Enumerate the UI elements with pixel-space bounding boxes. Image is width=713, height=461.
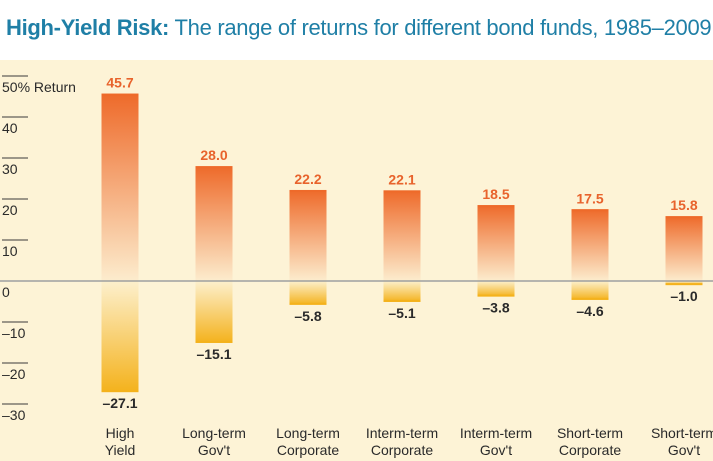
bar-low-cap (195, 340, 233, 343)
bar-high (195, 166, 233, 281)
bar-low (101, 281, 139, 393)
value-label-low: –3.8 (482, 300, 509, 316)
value-label-high: 28.0 (200, 147, 227, 163)
bar-high (101, 93, 139, 281)
category-label: Short-term (651, 425, 713, 441)
chart-title: High-Yield Risk: The range of returns fo… (6, 14, 713, 42)
value-label-low: –27.1 (102, 395, 137, 411)
chart-title-rest: The range of returns for different bond … (169, 15, 713, 40)
bar-low-cap (571, 297, 609, 300)
bars (101, 93, 703, 393)
category-label: Gov't (198, 442, 230, 458)
category-label: Long-term (276, 425, 340, 441)
value-label-high: 45.7 (106, 75, 133, 91)
bar-low-cap (289, 302, 327, 305)
bar-low-cap (101, 390, 139, 393)
bar-low (195, 281, 233, 343)
bar-high (571, 209, 609, 281)
value-label-low: –5.1 (388, 305, 415, 321)
category-label: Yield (105, 442, 136, 458)
bar-low-cap (383, 299, 421, 302)
bar-low (383, 281, 421, 302)
value-label-high: 22.1 (388, 171, 415, 187)
category-label: Corporate (559, 442, 621, 458)
bar-low (289, 281, 327, 305)
category-label: High (106, 425, 135, 441)
category-label: Corporate (371, 442, 433, 458)
category-label: Gov't (480, 442, 512, 458)
bar-low (665, 281, 703, 286)
y-tick-label: –10 (2, 325, 26, 341)
category-label: Interm-term (460, 425, 532, 441)
value-label-high: 18.5 (482, 186, 509, 202)
bar-high-cap (383, 190, 421, 193)
bar-high (289, 189, 327, 281)
y-tick-label: 30 (2, 161, 18, 177)
bar-low-cap (665, 283, 703, 286)
bar-high (477, 205, 515, 281)
bar-high-cap (101, 93, 139, 96)
category-label: Interm-term (366, 425, 438, 441)
labels: 45.7–27.1HighYield28.0–15.1Long-termGov'… (102, 75, 713, 458)
bar-low-cap (477, 294, 515, 297)
category-label: Long-term (182, 425, 246, 441)
bar-low (571, 281, 609, 300)
value-label-low: –1.0 (670, 288, 697, 304)
bar-high-cap (289, 189, 327, 192)
value-label-high: 15.8 (670, 197, 697, 213)
y-axis: 50% Return 40 30 20 10 0 –10 –20 –30 (2, 75, 76, 423)
category-label: Short-term (557, 425, 623, 441)
y-tick-label: 50% Return (2, 79, 76, 95)
bar-high-cap (665, 216, 703, 219)
y-tick-label: 20 (2, 202, 18, 218)
value-label-high: 17.5 (576, 190, 603, 206)
bar-high-cap (195, 166, 233, 169)
chart-title-bold: High-Yield Risk: (6, 15, 170, 40)
y-tick-label: 10 (2, 243, 18, 259)
value-label-low: –4.6 (576, 303, 603, 319)
bar-high-cap (571, 209, 609, 212)
value-label-low: –5.8 (294, 308, 321, 324)
category-label: Gov't (668, 442, 700, 458)
value-label-low: –15.1 (196, 346, 231, 362)
y-tick-label: 40 (2, 120, 18, 136)
y-tick-label: –30 (2, 407, 26, 423)
category-label: Corporate (277, 442, 339, 458)
title-bar: High-Yield Risk: The range of returns fo… (0, 0, 713, 58)
bar-high-cap (477, 205, 515, 208)
bar-high (665, 216, 703, 281)
y-tick-label: 0 (2, 284, 10, 300)
bar-low (477, 281, 515, 297)
y-tick-label: –20 (2, 366, 26, 382)
value-label-high: 22.2 (294, 171, 321, 187)
bar-high (383, 190, 421, 281)
